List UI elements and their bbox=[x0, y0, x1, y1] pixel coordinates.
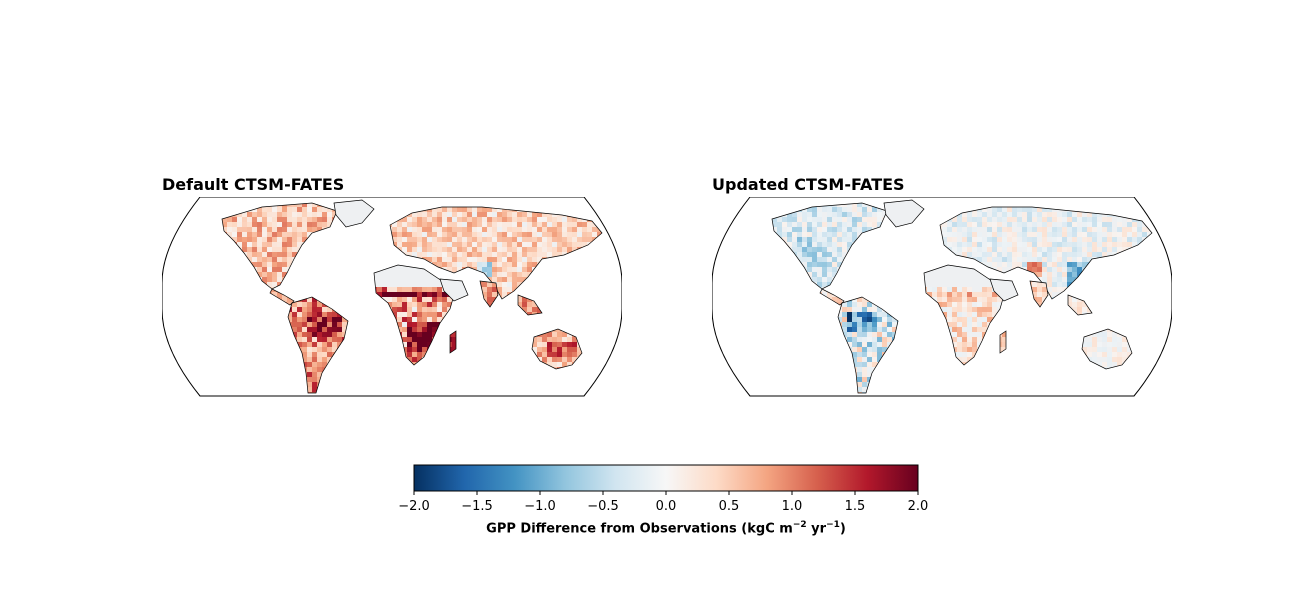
coastline-central-america bbox=[269, 288, 295, 306]
coastline-south-america bbox=[287, 296, 349, 394]
colorbar-tick-label: −2.0 bbox=[398, 499, 430, 514]
coastline-europe-asia bbox=[389, 206, 603, 300]
colorbar-tick-label: −0.5 bbox=[587, 499, 619, 514]
coastline-arabia bbox=[989, 278, 1019, 302]
coastline-india bbox=[1029, 280, 1049, 308]
coastline-greenland bbox=[883, 199, 925, 228]
coastline-europe-asia bbox=[939, 206, 1153, 300]
colorbar-ticks: −2.0 −1.5 −1.0 −0.5 0.0 0.5 1.0 1.5 2.0 bbox=[398, 491, 928, 514]
coastline-central-america bbox=[819, 288, 845, 306]
coastline-greenland bbox=[333, 199, 375, 228]
panel-title-updated: Updated CTSM-FATES bbox=[712, 175, 905, 194]
panel-title-default: Default CTSM-FATES bbox=[162, 175, 345, 194]
coastline-se-asia bbox=[517, 294, 543, 316]
colorbar-tick-label: −1.0 bbox=[524, 499, 556, 514]
coastline-north-america bbox=[221, 202, 338, 290]
coastline-madagascar bbox=[999, 330, 1007, 354]
coastline-india bbox=[479, 280, 499, 308]
colorbar-gradient bbox=[413, 464, 919, 492]
coastline-africa bbox=[923, 264, 1005, 366]
coastline-south-america bbox=[837, 296, 899, 394]
coastline-australia bbox=[531, 328, 583, 370]
colorbar-tick-label: 0.0 bbox=[656, 499, 677, 514]
map-default-ctsm-fates bbox=[162, 197, 622, 397]
map-border bbox=[162, 197, 622, 397]
coastline-arabia bbox=[439, 278, 469, 302]
colorbar-label: GPP Difference from Observations (kgC m−… bbox=[486, 520, 846, 537]
coastline-north-america bbox=[771, 202, 888, 290]
coastline-africa bbox=[373, 264, 455, 366]
map-border bbox=[712, 197, 1172, 397]
map-updated-ctsm-fates bbox=[712, 197, 1172, 397]
coastline-madagascar bbox=[449, 330, 457, 354]
colorbar-tick-label: 1.5 bbox=[845, 499, 866, 514]
colorbar-tick-label: 2.0 bbox=[908, 499, 929, 514]
coastline-se-asia bbox=[1067, 294, 1093, 316]
colorbar-tick-label: 1.0 bbox=[782, 499, 803, 514]
colorbar-tick-label: 0.5 bbox=[719, 499, 740, 514]
colorbar-tick-label: −1.5 bbox=[461, 499, 493, 514]
coastline-australia bbox=[1081, 328, 1133, 370]
